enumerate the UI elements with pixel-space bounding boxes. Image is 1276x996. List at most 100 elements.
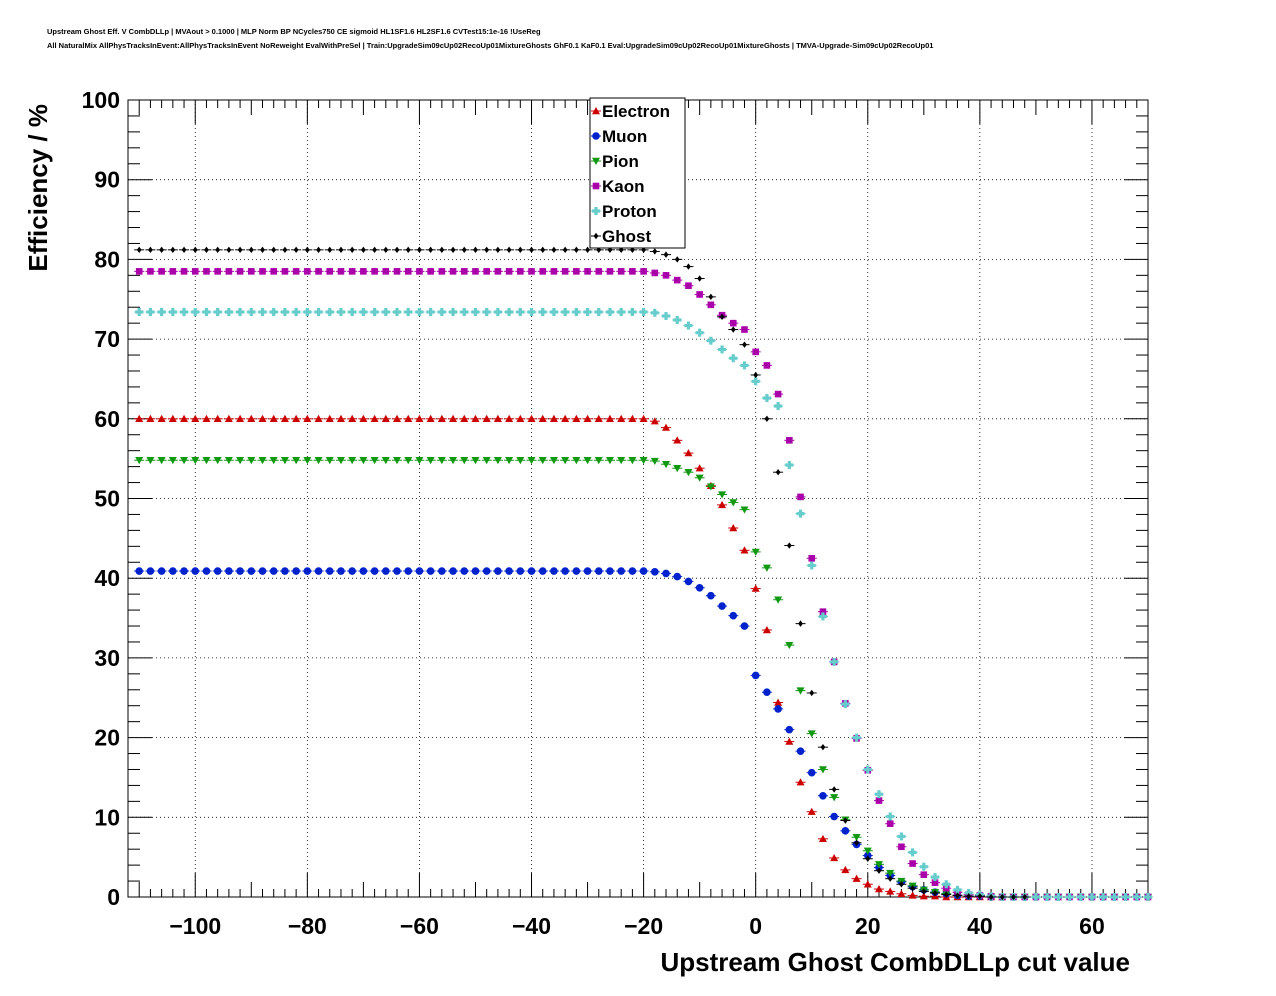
y-tick-label: 90 xyxy=(94,167,120,193)
data-point-proton xyxy=(1086,893,1097,901)
data-point-proton xyxy=(784,461,795,470)
data-point-pion xyxy=(616,457,627,465)
data-point-muon xyxy=(425,567,436,575)
data-point-pion xyxy=(873,861,884,869)
data-point-electron xyxy=(649,417,660,425)
data-point-ghost xyxy=(986,893,997,901)
data-point-muon xyxy=(212,567,223,575)
data-point-muon xyxy=(235,567,246,575)
data-point-proton xyxy=(448,308,459,317)
data-point-muon xyxy=(504,567,515,575)
data-point-ghost xyxy=(425,246,436,254)
data-point-proton xyxy=(795,509,806,518)
data-point-proton xyxy=(896,832,907,841)
data-point-kaon xyxy=(380,268,391,275)
data-point-muon xyxy=(829,812,840,821)
data-point-pion xyxy=(515,457,526,465)
data-point-kaon xyxy=(291,268,302,275)
data-point-pion xyxy=(179,457,190,465)
data-point-kaon xyxy=(661,272,672,279)
data-point-ghost xyxy=(481,246,492,254)
y-tick-label: 60 xyxy=(94,406,120,432)
data-point-proton xyxy=(526,308,537,317)
data-point-ghost xyxy=(1019,893,1030,901)
data-point-proton xyxy=(1075,893,1086,901)
x-axis-title: Upstream Ghost CombDLLp cut value xyxy=(661,947,1131,977)
legend-label: Kaon xyxy=(602,177,645,196)
data-point-electron xyxy=(638,414,649,422)
data-points xyxy=(134,246,1153,901)
data-point-electron xyxy=(392,414,403,422)
data-point-muon xyxy=(784,725,795,734)
data-point-proton xyxy=(930,873,941,882)
data-point-electron xyxy=(268,414,279,422)
data-point-proton xyxy=(504,308,515,317)
data-point-proton xyxy=(156,308,167,317)
data-point-kaon xyxy=(414,268,425,275)
data-point-pion xyxy=(279,457,290,465)
data-point-pion xyxy=(683,468,694,477)
legend-entry-electron: Electron xyxy=(591,102,670,121)
data-point-proton xyxy=(324,308,335,317)
data-point-pion xyxy=(694,474,705,482)
data-point-ghost xyxy=(179,246,190,254)
y-tick-label: 50 xyxy=(94,486,120,512)
data-point-proton xyxy=(223,308,234,317)
data-point-pion xyxy=(717,491,728,499)
data-point-electron xyxy=(851,874,862,882)
data-point-electron xyxy=(358,414,369,422)
data-point-electron xyxy=(414,414,425,422)
series-muon xyxy=(134,567,1064,901)
data-point-pion xyxy=(481,457,492,465)
data-point-ghost xyxy=(492,246,503,254)
data-point-muon xyxy=(548,567,559,575)
data-point-kaon xyxy=(930,879,941,886)
data-point-electron xyxy=(885,887,896,895)
data-point-ghost xyxy=(739,341,750,348)
data-point-ghost xyxy=(571,246,582,254)
data-point-proton xyxy=(425,308,436,317)
data-point-ghost xyxy=(436,246,447,254)
data-point-kaon xyxy=(896,843,907,851)
data-point-electron xyxy=(537,414,548,422)
data-point-ghost xyxy=(448,246,459,254)
data-point-ghost xyxy=(705,293,716,301)
data-point-electron xyxy=(784,737,795,745)
legend-marker-ghost xyxy=(591,232,601,240)
data-point-electron xyxy=(145,414,156,422)
data-point-ghost xyxy=(806,689,817,697)
data-point-electron xyxy=(862,880,873,888)
data-point-ghost xyxy=(941,891,952,898)
data-point-pion xyxy=(851,834,862,842)
data-point-electron xyxy=(448,414,459,422)
data-point-muon xyxy=(840,827,851,835)
legend-marker-pion xyxy=(591,157,601,165)
data-point-proton xyxy=(380,308,391,317)
data-point-electron xyxy=(190,414,201,422)
data-point-pion xyxy=(324,457,335,465)
data-point-ghost xyxy=(358,246,369,254)
data-point-pion xyxy=(145,457,156,465)
data-point-proton xyxy=(941,880,952,889)
series-ghost xyxy=(134,246,1030,901)
data-point-electron xyxy=(761,626,772,634)
data-point-ghost xyxy=(885,875,896,882)
data-point-ghost xyxy=(257,246,268,254)
x-tick-label: −40 xyxy=(512,913,551,939)
legend-box xyxy=(589,97,686,249)
chart-title-line-1: Upstream Ghost Eff. V CombDLLp | MVAout … xyxy=(47,27,541,36)
data-point-pion xyxy=(627,457,638,465)
data-point-muon xyxy=(324,567,335,575)
data-point-ghost xyxy=(604,246,615,254)
data-point-electron xyxy=(302,414,313,422)
data-point-kaon xyxy=(526,268,537,275)
data-point-ghost xyxy=(268,246,279,254)
data-point-electron xyxy=(907,891,918,899)
data-point-proton xyxy=(952,885,963,894)
data-point-kaon xyxy=(335,268,346,275)
data-point-ghost xyxy=(392,246,403,254)
data-point-proton xyxy=(134,308,145,317)
data-point-electron xyxy=(246,414,257,422)
data-point-ghost xyxy=(369,246,380,254)
data-point-pion xyxy=(223,457,234,465)
